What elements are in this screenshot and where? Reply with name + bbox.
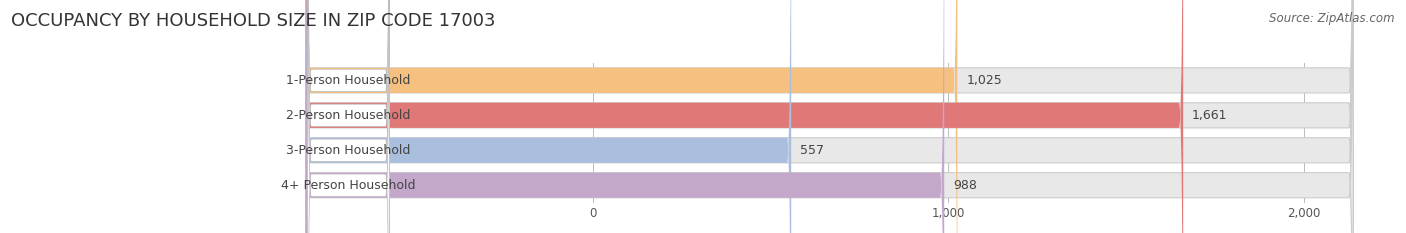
FancyBboxPatch shape xyxy=(307,0,1353,233)
Text: 988: 988 xyxy=(953,179,977,192)
Text: 2-Person Household: 2-Person Household xyxy=(287,109,411,122)
FancyBboxPatch shape xyxy=(308,0,389,233)
FancyBboxPatch shape xyxy=(308,0,389,233)
FancyBboxPatch shape xyxy=(307,0,1353,233)
FancyBboxPatch shape xyxy=(307,0,1353,233)
FancyBboxPatch shape xyxy=(308,0,389,233)
Text: 1,025: 1,025 xyxy=(966,74,1002,87)
FancyBboxPatch shape xyxy=(307,0,1184,233)
Text: 4+ Person Household: 4+ Person Household xyxy=(281,179,416,192)
Text: 1,661: 1,661 xyxy=(1192,109,1227,122)
FancyBboxPatch shape xyxy=(307,0,1353,233)
Text: 1-Person Household: 1-Person Household xyxy=(287,74,411,87)
Text: Source: ZipAtlas.com: Source: ZipAtlas.com xyxy=(1270,12,1395,25)
Text: 557: 557 xyxy=(800,144,824,157)
Text: OCCUPANCY BY HOUSEHOLD SIZE IN ZIP CODE 17003: OCCUPANCY BY HOUSEHOLD SIZE IN ZIP CODE … xyxy=(11,12,496,30)
FancyBboxPatch shape xyxy=(307,0,945,233)
FancyBboxPatch shape xyxy=(307,0,957,233)
FancyBboxPatch shape xyxy=(307,0,792,233)
Text: 3-Person Household: 3-Person Household xyxy=(287,144,411,157)
FancyBboxPatch shape xyxy=(308,0,389,233)
